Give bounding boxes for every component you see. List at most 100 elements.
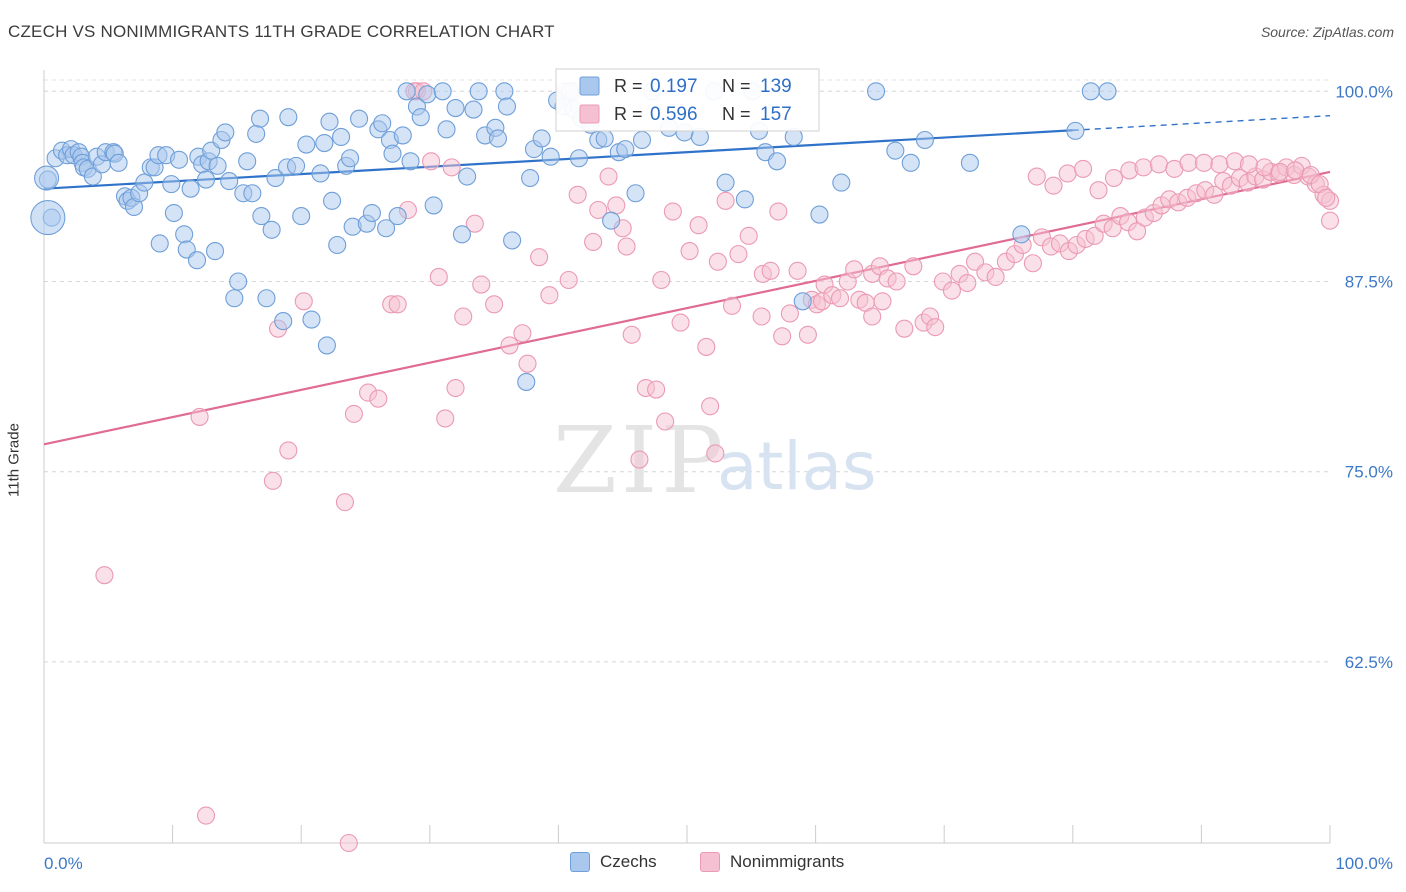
- czechs-point: [832, 173, 851, 192]
- stats-r-label: R =: [614, 76, 643, 96]
- nonimmigrants-point: [599, 167, 618, 186]
- nonimmigrants-point: [1179, 153, 1198, 172]
- axes: [43, 70, 1331, 844]
- legend-swatch-nonimmigrants: [700, 852, 720, 872]
- czechs-point: [886, 141, 905, 160]
- nonimmigrants-point: [926, 318, 945, 337]
- czechs-point: [458, 167, 477, 186]
- czechs-point: [238, 152, 257, 171]
- czechs-point: [488, 129, 508, 148]
- nonimmigrants-point: [830, 289, 850, 308]
- nonimmigrants-point: [339, 833, 358, 853]
- czechs-point: [373, 114, 392, 133]
- nonimmigrants-point: [739, 226, 758, 245]
- nonimmigrants-point: [429, 267, 448, 286]
- czechs-point: [495, 82, 514, 101]
- legend-label-nonimmigrants: Nonimmigrants: [730, 852, 845, 871]
- nonimmigrants-point: [647, 380, 666, 399]
- czechs-point: [311, 164, 330, 183]
- nonimmigrants-point: [436, 409, 455, 428]
- czechs-point: [196, 170, 216, 189]
- czechs-point: [532, 129, 551, 148]
- czechs-point: [866, 82, 886, 101]
- stats-legend: R = 0.197 N = 139 R = 0.596 N = 157: [555, 68, 820, 132]
- czechs-point: [521, 168, 540, 188]
- stats-n-label: N =: [722, 76, 751, 96]
- stats-swatch: [579, 104, 600, 124]
- czechs-point: [30, 200, 66, 236]
- czechs-point: [901, 153, 920, 172]
- czechs-point: [187, 251, 207, 270]
- nonimmigrants-point: [454, 307, 473, 326]
- nonimmigrants-point: [568, 185, 587, 204]
- czechs-point: [401, 152, 420, 171]
- legend-item-czechs[interactable]: Czechs: [570, 852, 657, 872]
- nonimmigrants-point: [1205, 185, 1224, 204]
- czechs-point: [503, 231, 522, 250]
- nonimmigrants-point: [761, 261, 780, 280]
- czechs-point: [810, 205, 829, 224]
- nonimmigrants-point: [344, 404, 363, 423]
- stats-n-value: 157: [760, 104, 792, 125]
- nonimmigrants-point: [513, 324, 532, 343]
- nonimmigrants-point: [1027, 167, 1046, 186]
- czechs-point: [162, 175, 181, 194]
- nonimmigrants-point: [1023, 254, 1042, 273]
- czechs-point: [602, 211, 621, 230]
- czechs-point: [252, 207, 271, 226]
- czechs-point: [446, 98, 465, 118]
- nonimmigrants-point: [1270, 162, 1289, 182]
- nonimmigrants-point: [518, 354, 537, 373]
- nonimmigrants-point: [630, 450, 649, 469]
- czechs-point: [735, 190, 754, 209]
- nonimmigrants-point: [1194, 153, 1214, 172]
- czechs-point: [250, 109, 270, 128]
- stats-legend-box: [555, 68, 820, 132]
- czechs-point: [424, 196, 443, 215]
- czechs-point: [1081, 82, 1100, 101]
- legend-item-nonimmigrants[interactable]: Nonimmigrants: [700, 852, 844, 872]
- nonimmigrants-point: [1239, 155, 1259, 174]
- nonimmigrants-point: [369, 389, 388, 408]
- nonimmigrants-point: [1134, 158, 1153, 177]
- czechs-point: [437, 120, 456, 139]
- nonimmigrants-point: [607, 196, 626, 215]
- czechs-point: [323, 191, 342, 210]
- y-tick-labels: 62.5% 75.0% 87.5% 100.0%: [1335, 82, 1393, 672]
- nonimmigrants-point: [1320, 211, 1340, 230]
- nonimmigrants-point: [472, 275, 491, 294]
- nonimmigrants-point: [895, 319, 914, 338]
- nonimmigrants-point: [446, 378, 465, 398]
- chart-title: CZECH VS NONIMMIGRANTS 11TH GRADE CORREL…: [8, 22, 555, 41]
- nonimmigrants-point: [942, 281, 961, 300]
- stats-r-label: R =: [614, 104, 643, 124]
- czechs-point: [164, 203, 183, 223]
- data-points: [30, 82, 1340, 853]
- nonimmigrants-point: [788, 261, 807, 280]
- czechs-point: [418, 85, 437, 104]
- nonimmigrants-point: [845, 260, 864, 279]
- nonimmigrants-point: [1104, 168, 1124, 188]
- x-tick-labels: 0.0% 100.0%: [44, 854, 1393, 873]
- czechs-point: [109, 153, 128, 172]
- nonimmigrants-point: [708, 252, 727, 271]
- nonimmigrants-point: [622, 325, 641, 344]
- czechs-point: [243, 184, 262, 203]
- czechs-point: [181, 179, 200, 198]
- czechs-point: [229, 272, 248, 291]
- nonimmigrants-point: [904, 257, 923, 276]
- czechs-point: [383, 144, 402, 163]
- nonimmigrants-point: [729, 245, 748, 264]
- nonimmigrants-point: [294, 292, 313, 311]
- czechs-point: [464, 100, 483, 119]
- nonimmigrants-point: [584, 232, 603, 251]
- nonimmigrants-point: [190, 407, 209, 426]
- stats-r-value: 0.596: [650, 104, 698, 125]
- czechs-point: [1012, 225, 1031, 244]
- y-tick-label: 100.0%: [1335, 82, 1393, 101]
- nonimmigrants-point: [540, 286, 559, 305]
- czechs-point: [397, 82, 416, 101]
- nonimmigrants-point: [485, 295, 504, 314]
- czechs-point: [205, 242, 225, 261]
